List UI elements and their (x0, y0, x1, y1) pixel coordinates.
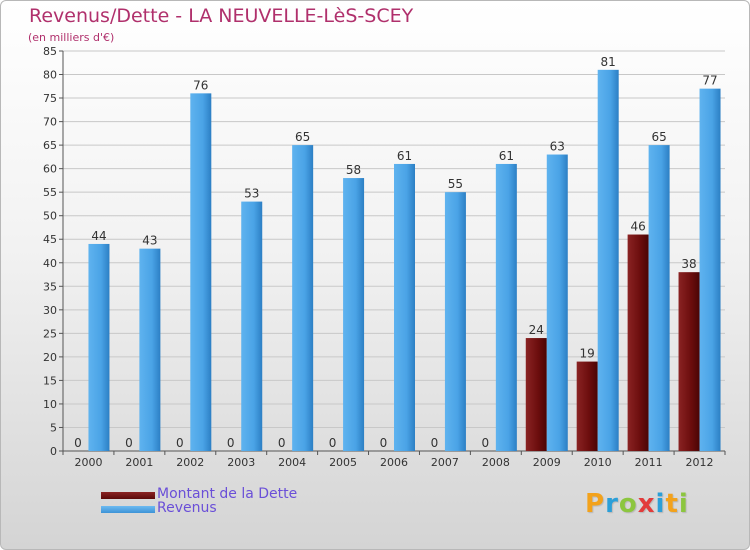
legend-swatch-revenue (101, 506, 155, 513)
proxiti-logo: Proxiti (585, 489, 689, 519)
data-label-revenue: 63 (550, 140, 565, 154)
bar-revenue (648, 145, 670, 451)
logo-letter: i (655, 489, 666, 519)
logo-letter: r (605, 489, 619, 519)
data-label-debt: 0 (482, 436, 490, 450)
data-label-debt: 38 (681, 257, 696, 271)
x-tick-label: 2001 (125, 456, 153, 469)
bar-revenue (597, 69, 619, 451)
x-tick-label: 2004 (278, 456, 306, 469)
x-tick-label: 2008 (482, 456, 510, 469)
data-label-debt: 0 (431, 436, 439, 450)
data-label-revenue: 76 (193, 78, 208, 92)
y-tick-label: 65 (43, 139, 57, 152)
data-label-revenue: 61 (397, 149, 412, 163)
legend-label-revenue: Revenus (157, 500, 217, 516)
data-label-debt: 0 (176, 436, 184, 450)
data-label-revenue: 81 (601, 55, 616, 69)
bar-debt (678, 272, 700, 451)
data-label-debt: 0 (227, 436, 235, 450)
data-label-revenue: 65 (651, 130, 666, 144)
logo-letter: P (585, 489, 606, 519)
bar-debt (627, 234, 649, 451)
x-tick-label: 2012 (686, 456, 714, 469)
data-label-revenue: 65 (295, 130, 310, 144)
y-tick-label: 80 (43, 69, 57, 82)
legend-label-debt: Montant de la Dette (157, 486, 298, 502)
data-label-revenue: 55 (448, 177, 463, 191)
data-label-debt: 19 (580, 347, 595, 361)
data-labels: 0 44 0 43 0 76 0 53 0 65 0 58 0 61 0 55 0 61 24 63 19 81 46 65 3… (74, 55, 718, 450)
data-label-revenue: 53 (244, 187, 259, 201)
data-label-revenue: 77 (702, 74, 717, 88)
y-tick-label: 25 (43, 327, 57, 340)
y-tick-label: 70 (43, 116, 57, 129)
x-tick-label: 2003 (227, 456, 255, 469)
y-tick-label: 5 (50, 421, 57, 434)
data-label-debt: 0 (125, 436, 133, 450)
legend-swatch-debt (101, 492, 155, 499)
bar-revenue (88, 243, 110, 451)
y-tick-label: 85 (43, 45, 57, 58)
y-tick-label: 60 (43, 163, 57, 176)
y-tick-label: 30 (43, 304, 57, 317)
y-tick-label: 10 (43, 398, 57, 411)
bar-revenue (139, 248, 161, 451)
y-tick-label: 75 (43, 92, 57, 105)
logo-letter: o (618, 489, 638, 519)
data-label-debt: 0 (380, 436, 388, 450)
chart-title: Revenus/Dette - LA NEUVELLE-LèS-SCEY (29, 5, 414, 27)
bars (88, 69, 721, 452)
bar-revenue (190, 93, 212, 452)
data-label-revenue: 58 (346, 163, 361, 177)
bar-revenue (699, 88, 721, 451)
data-label-debt: 0 (278, 436, 286, 450)
data-label-debt: 0 (329, 436, 337, 450)
bar-revenue (292, 145, 314, 451)
data-label-revenue: 44 (91, 229, 106, 243)
bar-debt (576, 361, 598, 451)
logo-letter: i (678, 489, 689, 519)
bar-revenue (495, 163, 517, 452)
data-label-revenue: 43 (142, 234, 157, 248)
bar-revenue (343, 178, 365, 451)
x-tick-label: 2011 (635, 456, 663, 469)
x-tick-label: 2005 (329, 456, 357, 469)
y-tick-label: 35 (43, 280, 57, 293)
x-tick-label: 2009 (533, 456, 561, 469)
data-label-revenue: 61 (499, 149, 514, 163)
y-tick-label: 50 (43, 210, 57, 223)
x-tick-label: 2006 (380, 456, 408, 469)
bar-revenue (546, 154, 568, 451)
data-label-debt: 46 (630, 220, 645, 234)
y-tick-label: 0 (50, 445, 57, 458)
data-label-debt: 24 (529, 323, 544, 337)
bar-debt (525, 338, 547, 451)
data-label-debt: 0 (74, 436, 82, 450)
x-tick-label: 2010 (584, 456, 612, 469)
x-tick-label: 2000 (74, 456, 102, 469)
x-tick-label: 2002 (176, 456, 204, 469)
y-tick-label: 40 (43, 257, 57, 270)
bar-revenue (444, 192, 466, 452)
logo-letter: x (637, 489, 656, 519)
bar-revenue (241, 201, 263, 451)
y-tick-label: 55 (43, 186, 57, 199)
y-tick-label: 45 (43, 233, 57, 246)
y-tick-label: 20 (43, 351, 57, 364)
logo-letter: t (665, 489, 679, 519)
y-tick-label: 15 (43, 374, 57, 387)
x-tick-label: 2007 (431, 456, 459, 469)
chart-subtitle: (en milliers d'€) (28, 31, 115, 44)
bar-revenue (394, 163, 415, 452)
